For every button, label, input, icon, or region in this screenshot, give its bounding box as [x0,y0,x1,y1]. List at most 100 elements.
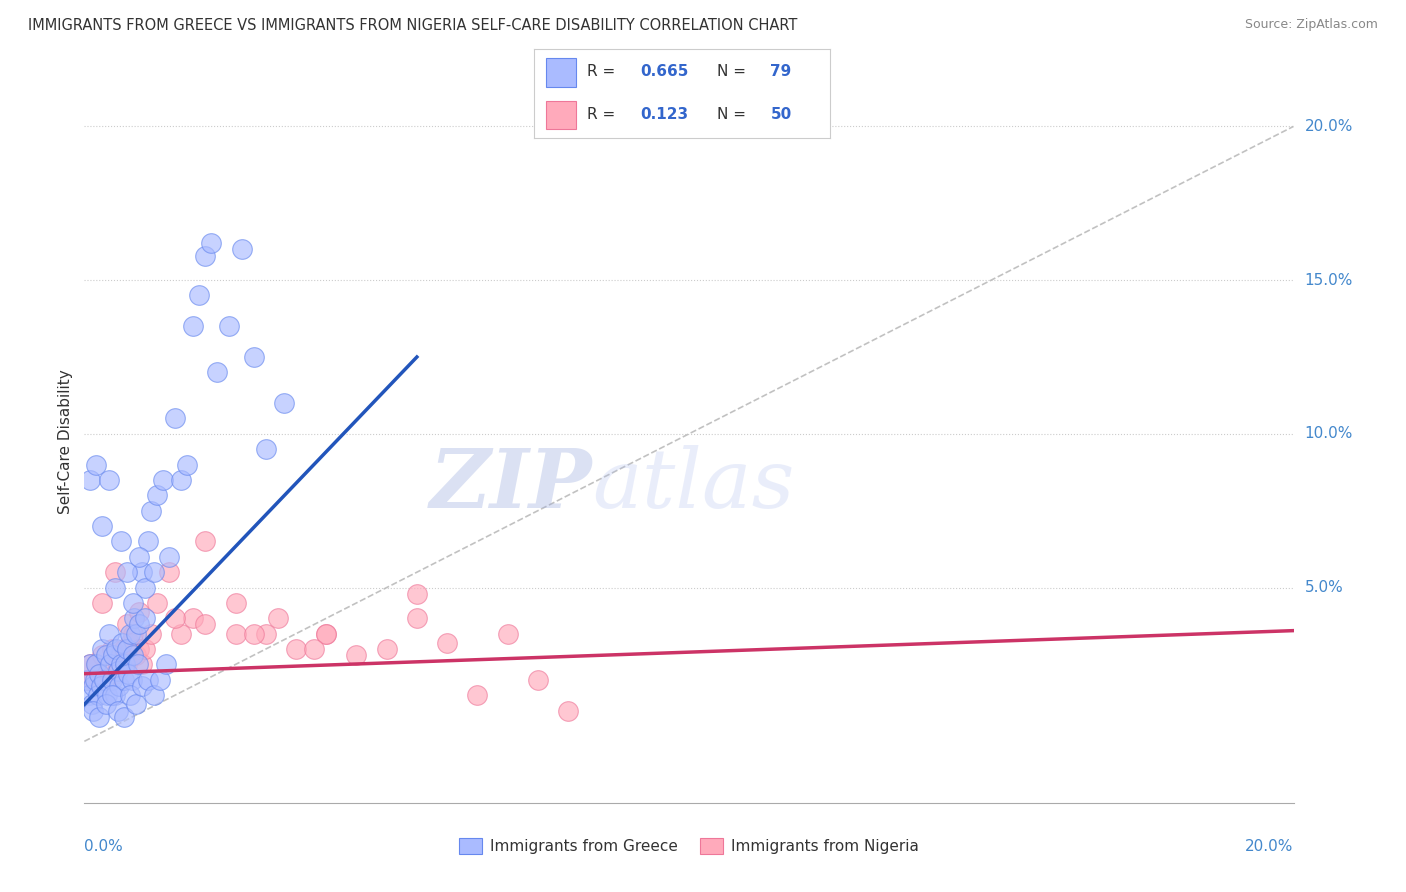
Point [89,709,111,723]
Point [97,626,120,640]
Point [231,243,253,257]
Point [114,657,136,672]
Point [346,648,368,663]
Text: 0.123: 0.123 [641,107,689,121]
Point [121,648,143,663]
Point [104,565,127,579]
Point [86,657,108,672]
Point [155,657,177,672]
Point [79,473,101,487]
Point [112,673,135,687]
Point [82,679,104,693]
Point [188,288,211,302]
Point [121,626,143,640]
Point [254,442,277,457]
Point [121,673,143,687]
Point [170,473,193,487]
Point [86,458,108,472]
Point [94,673,117,687]
Point [225,626,247,640]
Point [170,626,193,640]
Text: ZIP: ZIP [430,445,592,524]
Point [315,626,337,640]
Point [103,648,125,663]
Point [436,636,458,650]
Point [94,648,117,663]
Point [176,458,198,472]
Point [134,642,156,657]
Point [128,617,150,632]
Text: IMMIGRANTS FROM GREECE VS IMMIGRANTS FROM NIGERIA SELF-CARE DISABILITY CORRELATI: IMMIGRANTS FROM GREECE VS IMMIGRANTS FRO… [28,18,797,33]
Point [125,626,148,640]
Point [104,666,127,681]
Text: R =: R = [588,64,620,78]
Point [86,657,108,672]
Point [115,657,138,672]
Point [91,596,114,610]
Point [146,596,169,610]
FancyBboxPatch shape [546,101,575,129]
Point [80,698,103,712]
Point [117,666,139,681]
Point [89,666,111,681]
Point [152,473,174,487]
Point [110,534,132,549]
Point [118,688,141,702]
Point [157,549,180,564]
Point [76,673,98,687]
Point [97,657,120,672]
Point [76,673,98,687]
Y-axis label: Self-Care Disability: Self-Care Disability [58,369,73,514]
Point [134,611,156,625]
Point [194,534,217,549]
Point [139,504,162,518]
Point [112,709,135,723]
Point [136,673,159,687]
Point [98,657,121,672]
Point [165,411,187,425]
Text: 0.665: 0.665 [641,64,689,78]
Point [86,688,108,702]
Point [84,673,107,687]
Text: 0.0%: 0.0% [84,838,124,854]
Point [97,473,120,487]
Point [315,626,337,640]
Text: N =: N = [717,107,751,121]
Point [557,704,579,718]
Point [242,350,264,364]
Point [406,611,429,625]
Point [285,642,308,657]
Point [194,248,217,262]
Point [527,673,550,687]
Text: N =: N = [717,64,751,78]
Text: 15.0%: 15.0% [1305,273,1353,287]
Point [375,642,398,657]
Point [181,611,204,625]
Point [200,236,222,251]
Point [104,688,127,702]
Point [110,657,132,672]
Text: 5.0%: 5.0% [1305,580,1343,595]
Point [165,611,187,625]
Point [82,673,104,687]
Point [118,636,141,650]
Point [107,704,129,718]
Point [218,319,240,334]
Point [139,626,162,640]
Point [131,657,153,672]
Point [111,636,134,650]
Point [91,648,114,663]
Point [112,642,135,657]
Point [110,648,132,663]
Point [115,617,138,632]
Point [125,698,148,712]
Point [242,626,264,640]
Text: 50: 50 [770,107,792,121]
Point [128,642,150,657]
Point [115,642,138,657]
Point [406,587,429,601]
Point [142,688,165,702]
Point [79,657,101,672]
Point [142,565,165,579]
Point [100,642,122,657]
